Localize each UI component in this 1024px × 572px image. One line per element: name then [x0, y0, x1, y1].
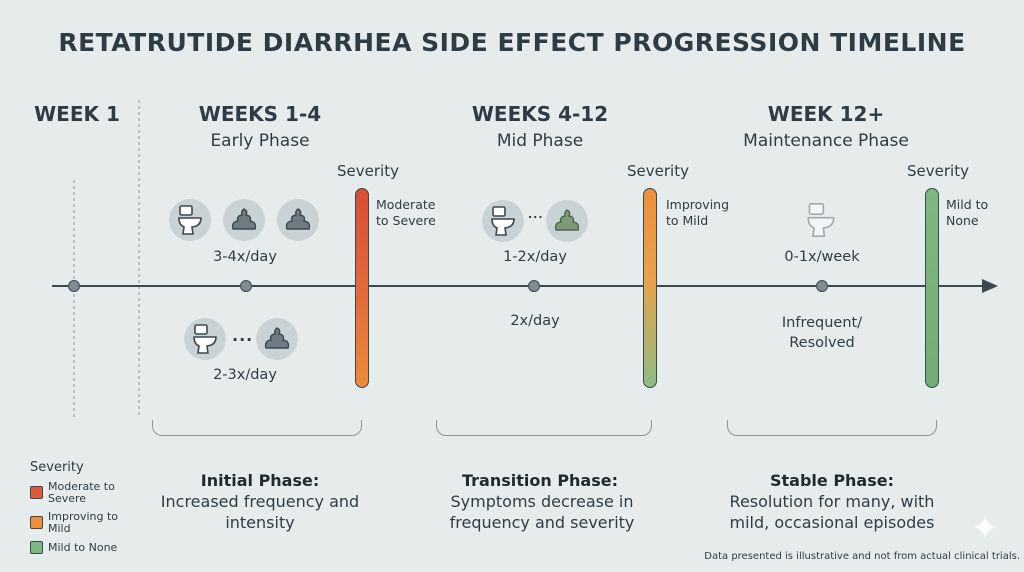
stool-icon [277, 199, 319, 241]
legend-swatch-severe [30, 486, 43, 499]
legend-label: Moderate to Severe [48, 480, 115, 505]
phase-title-mid: WEEKS 4-12 [471, 102, 609, 126]
phase-bracket-mid [436, 420, 652, 436]
severity-label-early: Moderate to Severe [376, 197, 436, 228]
footnote: Data presented is illustrative and not f… [704, 551, 1020, 562]
severity-legend: Severity Moderate to Severe Improving to… [30, 460, 140, 554]
legend-swatch-mild [30, 541, 43, 554]
toilet-icon [169, 199, 211, 241]
ellipsis-mid: ... [528, 208, 544, 221]
stool-icon [223, 199, 265, 241]
severity-heading-maintenance: Severity [907, 162, 969, 180]
phase-summary-text-early: Increased frequency and intensity [160, 492, 360, 532]
timeline-point-early [240, 280, 252, 292]
sparkle-icon [973, 515, 997, 539]
phase-subtitle-mid: Mid Phase [496, 131, 584, 151]
legend-swatch-improving [30, 516, 43, 529]
stool-icon [256, 318, 298, 360]
legend-item: Mild to None [30, 541, 140, 554]
frequency-early-bottom: 2-3x/day [213, 367, 277, 383]
phase-summary-heading-maintenance: Stable Phase: [769, 471, 894, 490]
frequency-maintenance-top: 0-1x/week [784, 249, 860, 265]
phase-summary-text-mid: Symptoms decrease in frequency and sever… [449, 492, 635, 532]
timeline-arrow-head [982, 279, 998, 293]
frequency-early-top: 3-4x/day [213, 249, 277, 265]
legend-label: Improving to Mild [48, 510, 119, 535]
severity-heading-early: Severity [337, 162, 399, 180]
phase-summary-heading-early: Initial Phase: [200, 471, 320, 490]
toilet-icon [482, 200, 524, 242]
frequency-maintenance-bottom: Infrequent/ Resolved [781, 315, 863, 351]
toilet-icon [806, 201, 836, 243]
phase-title-early: WEEKS 1-4 [198, 102, 322, 126]
phase-title-maintenance: WEEK 12+ [767, 102, 885, 126]
severity-bar-mid [643, 188, 657, 388]
phase-bracket-maintenance [727, 420, 937, 436]
frequency-mid-top: 1-2x/day [503, 249, 567, 265]
page-title: RETATRUTIDE DIARRHEA SIDE EFFECT PROGRES… [58, 28, 966, 57]
legend-item: Improving to Mild [30, 511, 140, 535]
stool-icon [546, 200, 588, 242]
timeline-point-week1 [68, 280, 80, 292]
legend-item: Moderate to Severe [30, 481, 140, 505]
phase-subtitle-early: Early Phase [210, 131, 310, 151]
phase-summary-heading-mid: Transition Phase: [461, 471, 618, 490]
phase-bracket-early [152, 420, 362, 436]
ellipsis-early: ... [232, 326, 254, 345]
week1-label: WEEK 1 [34, 102, 120, 126]
timeline-point-maintenance [816, 280, 828, 292]
frequency-mid-bottom: 2x/day [510, 313, 560, 329]
severity-heading-mid: Severity [627, 162, 689, 180]
legend-label: Mild to None [48, 540, 118, 554]
severity-label-mid: Improving to Mild [666, 197, 730, 228]
phase-summary-text-maintenance: Resolution for many, with mild, occasion… [729, 492, 935, 532]
toilet-icon [184, 318, 226, 360]
phase-subtitle-maintenance: Maintenance Phase [743, 131, 909, 151]
legend-title: Severity [30, 460, 84, 475]
timeline-point-mid [528, 280, 540, 292]
severity-bar-early [355, 188, 369, 388]
severity-bar-maintenance [925, 188, 939, 388]
severity-label-maintenance: Mild to None [946, 197, 989, 228]
